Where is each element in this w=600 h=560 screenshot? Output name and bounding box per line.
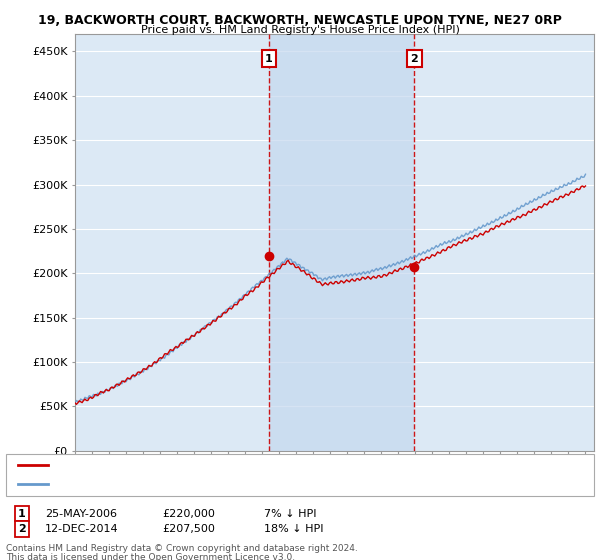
Text: 18% ↓ HPI: 18% ↓ HPI — [264, 524, 323, 534]
Text: 1: 1 — [18, 508, 26, 519]
Text: 2: 2 — [18, 524, 26, 534]
Text: HPI: Average price, detached house, North Tyneside: HPI: Average price, detached house, Nort… — [54, 479, 308, 489]
Text: 1: 1 — [265, 54, 273, 64]
Text: 2: 2 — [410, 54, 418, 64]
Bar — [269, 34, 415, 451]
Text: 19, BACKWORTH COURT, BACKWORTH, NEWCASTLE UPON TYNE, NE27 0RP: 19, BACKWORTH COURT, BACKWORTH, NEWCASTL… — [38, 14, 562, 27]
Text: Contains HM Land Registry data © Crown copyright and database right 2024.: Contains HM Land Registry data © Crown c… — [6, 544, 358, 553]
Text: 12-DEC-2014: 12-DEC-2014 — [45, 524, 119, 534]
Text: 7% ↓ HPI: 7% ↓ HPI — [264, 508, 317, 519]
Text: This data is licensed under the Open Government Licence v3.0.: This data is licensed under the Open Gov… — [6, 553, 295, 560]
Text: £220,000: £220,000 — [162, 508, 215, 519]
Text: £207,500: £207,500 — [162, 524, 215, 534]
Text: 25-MAY-2006: 25-MAY-2006 — [45, 508, 117, 519]
Text: 19, BACKWORTH COURT, BACKWORTH, NEWCASTLE UPON TYNE, NE27 0RP (detached h: 19, BACKWORTH COURT, BACKWORTH, NEWCASTL… — [54, 460, 483, 470]
Text: Price paid vs. HM Land Registry's House Price Index (HPI): Price paid vs. HM Land Registry's House … — [140, 25, 460, 35]
